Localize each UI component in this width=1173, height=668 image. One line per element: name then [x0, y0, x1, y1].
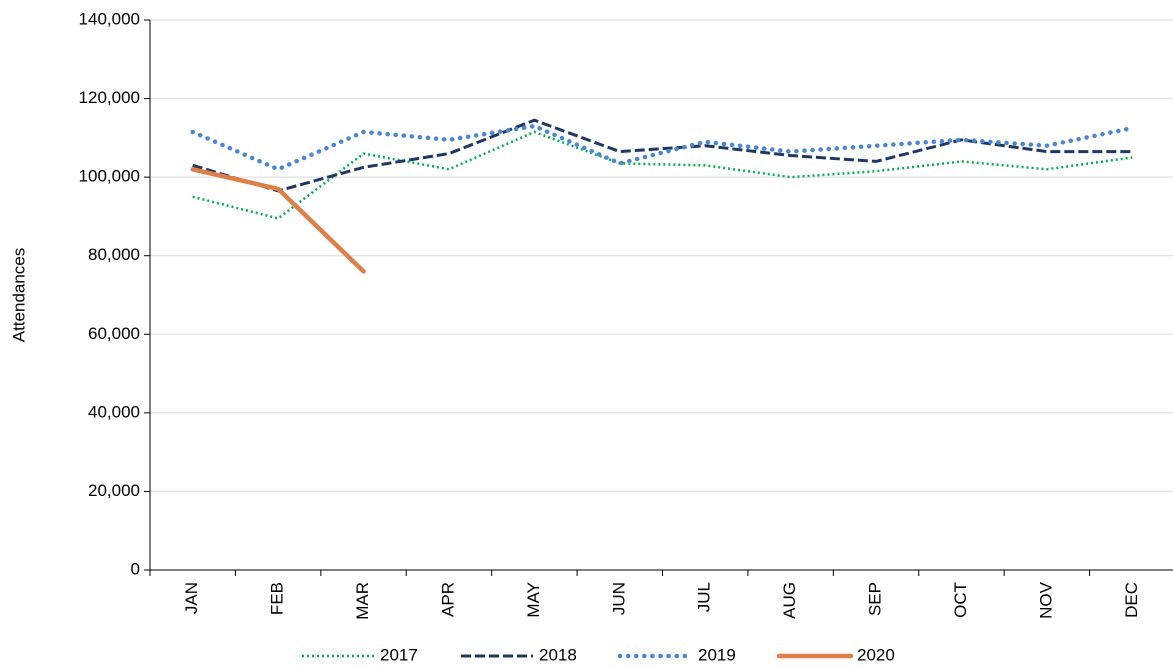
- y-tick-label: 0: [131, 559, 140, 578]
- x-tick-label: JUL: [695, 582, 714, 612]
- x-tick-label: MAR: [353, 582, 372, 620]
- x-tick-label: DEC: [1122, 582, 1141, 618]
- x-tick-label: OCT: [951, 582, 970, 618]
- x-tick-label: APR: [438, 582, 457, 617]
- x-tick-label: AUG: [780, 582, 799, 619]
- y-axis-title: Attendances: [9, 248, 28, 343]
- series-line: [190, 167, 366, 274]
- x-tick-label: JAN: [182, 582, 201, 614]
- x-tick-label: MAY: [524, 582, 543, 618]
- x-tick-label: SEP: [866, 582, 885, 616]
- legend-label: 2019: [698, 645, 736, 664]
- x-tick-label: FEB: [268, 582, 287, 615]
- y-tick-label: 20,000: [88, 481, 140, 500]
- y-tick-label: 120,000: [79, 88, 140, 107]
- x-tick-label: JUN: [609, 582, 628, 615]
- y-tick-label: 140,000: [79, 9, 140, 28]
- legend-label: 2020: [857, 645, 895, 664]
- y-tick-label: 40,000: [88, 402, 140, 421]
- y-tick-label: 60,000: [88, 324, 140, 343]
- legend-label: 2018: [539, 645, 577, 664]
- series-line: [190, 123, 1135, 172]
- x-tick-label: NOV: [1036, 581, 1055, 619]
- y-tick-label: 100,000: [79, 167, 140, 186]
- series-line: [192, 118, 1133, 193]
- legend-label: 2017: [380, 645, 418, 664]
- y-tick-label: 80,000: [88, 245, 140, 264]
